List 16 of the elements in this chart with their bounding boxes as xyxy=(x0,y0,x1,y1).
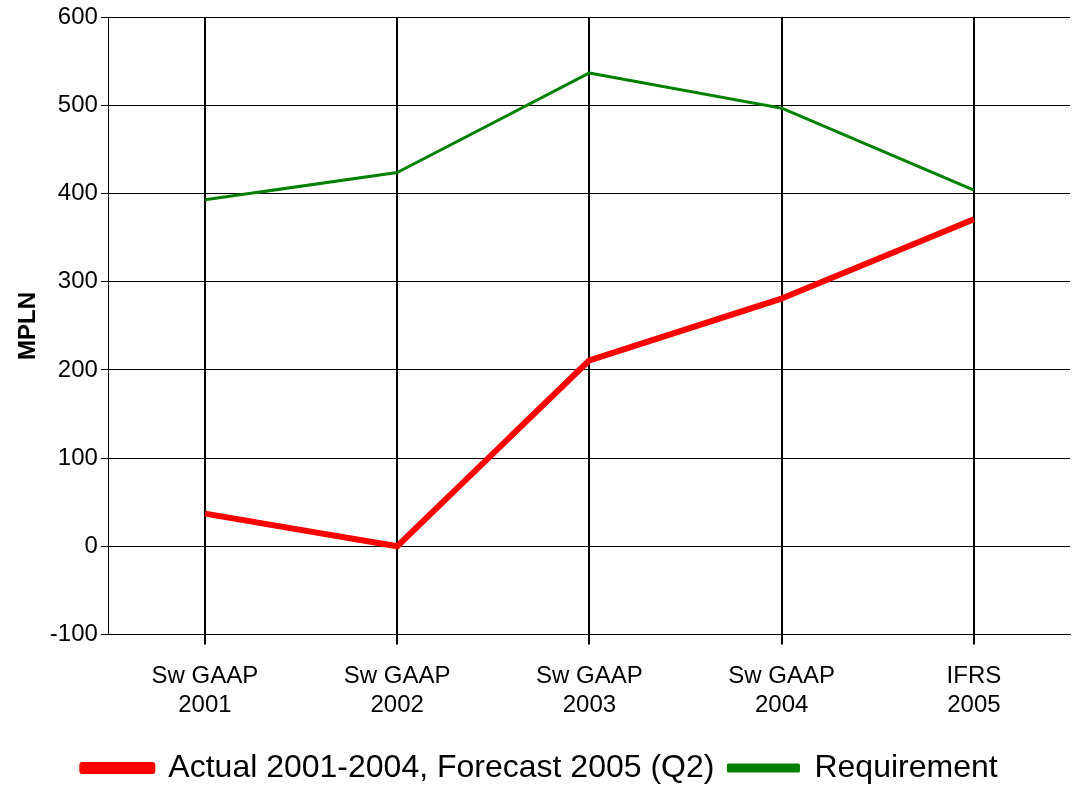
y-tick-label: 600 xyxy=(57,2,98,30)
y-tick-label: 300 xyxy=(57,266,98,294)
x-tick-label: Sw GAAP 2001 xyxy=(151,661,259,718)
x-tick-label: IFRS 2005 xyxy=(946,661,1002,718)
y-tick-label: 0 xyxy=(84,530,98,558)
legend-label: Actual 2001-2004, Forecast 2005 (Q2) xyxy=(168,747,715,784)
y-tick-label: 500 xyxy=(57,90,98,118)
y-tick-label: 100 xyxy=(57,442,98,470)
x-tick-label: Sw GAAP 2002 xyxy=(343,661,451,718)
legend-label: Requirement xyxy=(814,747,998,784)
y-tick-label: 200 xyxy=(57,354,98,382)
x-tick-label: Sw GAAP 2004 xyxy=(728,661,835,718)
x-tick-label: Sw GAAP 2003 xyxy=(536,661,643,718)
y-axis-title: MPLN xyxy=(13,291,41,360)
y-tick-label: 400 xyxy=(57,178,98,206)
y-tick-label: -100 xyxy=(49,619,98,647)
